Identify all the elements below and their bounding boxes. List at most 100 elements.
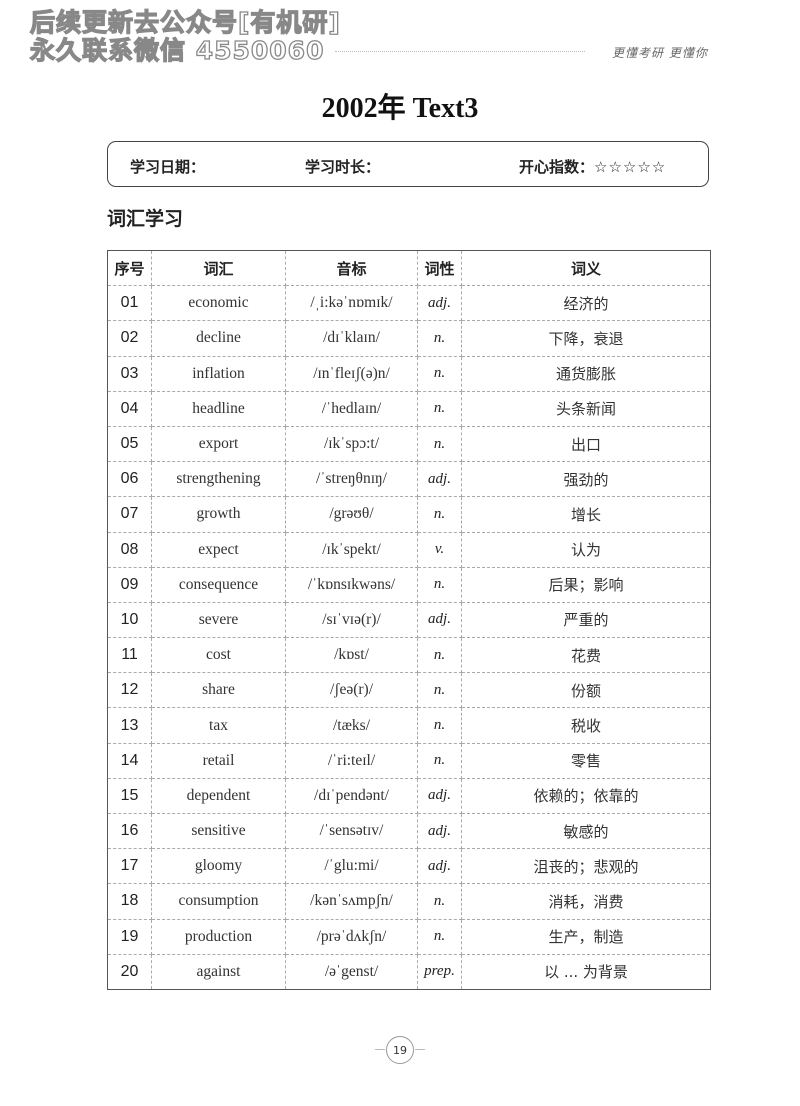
table-row: 11 cost/kɒst/n. 花费 <box>107 637 711 674</box>
cell-number: 06 <box>107 461 152 498</box>
table-row: 08 expect/ɪkˈspekt/v. 认为 <box>107 531 711 568</box>
cell-phonetic: /tæks/ <box>285 707 418 744</box>
cell-pos: n. <box>417 320 462 357</box>
cell-phonetic: /grəʊθ/ <box>285 496 418 533</box>
header-col-number: 序号 <box>107 249 152 287</box>
happiness-index: 开心指数：☆☆☆☆☆ <box>519 156 666 177</box>
table-row: 13 tax/tæks/n. 税收 <box>107 707 711 744</box>
cell-number: 01 <box>107 285 152 322</box>
page-number: 19 <box>375 1036 425 1064</box>
table-row: 03 inflation/ɪnˈfleɪʃ(ə)n/n. 通货膨胀 <box>107 355 711 392</box>
header-col-word: 词汇 <box>151 249 286 287</box>
cell-phonetic: /kənˈsʌmpʃn/ <box>285 883 418 920</box>
header-col-meaning: 词义 <box>461 249 711 287</box>
cell-meaning: 通货膨胀 <box>461 355 711 392</box>
table-row: 05 export/ɪkˈspɔ:t/n. 出口 <box>107 425 711 463</box>
table-row: 12 share/ʃeə(r)/n. 份额 <box>107 672 711 709</box>
cell-word: expect <box>151 531 286 568</box>
cell-pos: adj. <box>417 777 462 815</box>
cell-word: headline <box>151 390 286 427</box>
cell-number: 03 <box>107 355 152 392</box>
table-row: 15 dependent/dɪˈpendənt/adj. 依赖的；依靠的 <box>107 777 711 815</box>
cell-word: inflation <box>151 355 286 392</box>
cell-phonetic: /ɪkˈspekt/ <box>285 531 418 568</box>
cell-meaning: 增长 <box>461 496 711 533</box>
cell-word: cost <box>151 637 286 674</box>
star-rating-icon[interactable]: ☆☆☆☆☆ <box>594 158 667 176</box>
cell-phonetic: /prəˈdʌkʃn/ <box>285 918 418 955</box>
cell-meaning: 税收 <box>461 707 711 744</box>
cell-number: 15 <box>107 777 152 815</box>
study-duration-label: 学习时长： <box>305 158 381 176</box>
table-row: 04 headline/ˈhedlaɪn/n. 头条新闻 <box>107 390 711 427</box>
cell-word: severe <box>151 601 286 639</box>
cell-word: against <box>151 953 286 990</box>
cell-pos: v. <box>417 531 462 568</box>
cell-word: share <box>151 672 286 709</box>
cell-word: consequence <box>151 566 286 603</box>
cell-phonetic: /ʃeə(r)/ <box>285 672 418 709</box>
cell-number: 07 <box>107 496 152 533</box>
cell-meaning: 经济的 <box>461 285 711 322</box>
cell-number: 08 <box>107 531 152 568</box>
cell-word: decline <box>151 320 286 357</box>
cell-meaning: 花费 <box>461 637 711 674</box>
cell-meaning: 份额 <box>461 672 711 709</box>
cell-number: 16 <box>107 812 152 850</box>
cell-number: 19 <box>107 918 152 955</box>
cell-meaning: 后果；影响 <box>461 566 711 603</box>
cell-meaning: 强劲的 <box>461 461 711 498</box>
cell-pos: n. <box>417 742 462 779</box>
page-title: 2002年 Text3 <box>321 93 479 124</box>
cell-phonetic: /ˈglu:mi/ <box>285 848 418 885</box>
cell-number: 02 <box>107 320 152 357</box>
table-row: 01 economic/ˌi:kəˈnɒmɪk/adj. 经济的 <box>107 285 711 322</box>
table-row: 10 severe/sɪˈvɪə(r)/adj. 严重的 <box>107 601 711 639</box>
cell-pos: adj. <box>417 848 462 885</box>
cell-phonetic: /ɪkˈspɔ:t/ <box>285 425 418 463</box>
study-info-box: 学习日期： 学习时长： 开心指数：☆☆☆☆☆ <box>107 141 709 187</box>
cell-pos: n. <box>417 496 462 533</box>
table-header-row: 序号 词汇 音标 词性 词义 <box>107 249 711 287</box>
watermark-line-1: 后续更新去公众号[有机研] <box>29 7 341 37</box>
cell-meaning: 下降，衰退 <box>461 320 711 357</box>
table-row: 17 gloomy/ˈglu:mi/adj. 沮丧的；悲观的 <box>107 848 711 885</box>
table-row: 19 production/prəˈdʌkʃn/n. 生产，制造 <box>107 918 711 955</box>
watermark-line-2: 永久联系微信 4550060 <box>29 35 325 65</box>
cell-meaning: 以 ... 为背景 <box>461 953 711 990</box>
header-slogan: 更懂考研 更懂你 <box>612 46 708 60</box>
cell-number: 18 <box>107 883 152 920</box>
cell-pos: n. <box>417 637 462 674</box>
cell-pos: adj. <box>417 461 462 498</box>
cell-meaning: 依赖的；依靠的 <box>461 777 711 815</box>
cell-meaning: 敏感的 <box>461 812 711 850</box>
cell-pos: n. <box>417 883 462 920</box>
cell-word: economic <box>151 285 286 322</box>
cell-word: consumption <box>151 883 286 920</box>
cell-number: 10 <box>107 601 152 639</box>
cell-pos: n. <box>417 425 462 463</box>
cell-meaning: 认为 <box>461 531 711 568</box>
cell-phonetic: /sɪˈvɪə(r)/ <box>285 601 418 639</box>
cell-word: dependent <box>151 777 286 815</box>
study-date-label: 学习日期： <box>130 158 206 176</box>
cell-word: strengthening <box>151 461 286 498</box>
cell-number: 13 <box>107 707 152 744</box>
header-col-phonetic: 音标 <box>285 249 418 287</box>
cell-number: 05 <box>107 425 152 463</box>
cell-pos: prep. <box>417 953 462 990</box>
cell-word: sensitive <box>151 812 286 850</box>
cell-meaning: 头条新闻 <box>461 390 711 427</box>
cell-pos: adj. <box>417 601 462 639</box>
table-row: 06 strengthening/ˈstreŋθnɪŋ/adj. 强劲的 <box>107 461 711 498</box>
cell-meaning: 生产，制造 <box>461 918 711 955</box>
table-row: 02 decline/dɪˈklaɪn/n. 下降，衰退 <box>107 320 711 357</box>
cell-word: growth <box>151 496 286 533</box>
cell-word: retail <box>151 742 286 779</box>
cell-phonetic: /əˈgenst/ <box>285 953 418 990</box>
cell-pos: adj. <box>417 812 462 850</box>
table-row: 18 consumption/kənˈsʌmpʃn/n. 消耗，消费 <box>107 883 711 920</box>
cell-word: production <box>151 918 286 955</box>
cell-number: 04 <box>107 390 152 427</box>
cell-pos: n. <box>417 707 462 744</box>
